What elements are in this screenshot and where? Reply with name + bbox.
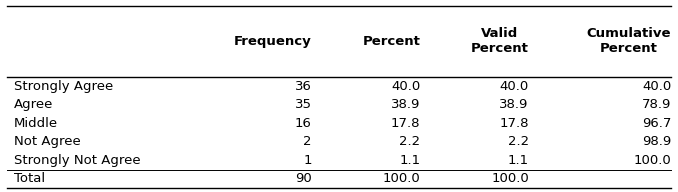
Text: Valid
Percent: Valid Percent: [471, 27, 529, 55]
Text: Strongly Not Agree: Strongly Not Agree: [14, 154, 140, 167]
Text: 17.8: 17.8: [499, 117, 529, 130]
Text: Agree: Agree: [14, 98, 53, 111]
Text: 98.9: 98.9: [642, 135, 671, 148]
Text: 38.9: 38.9: [500, 98, 529, 111]
Text: Strongly Agree: Strongly Agree: [14, 79, 113, 93]
Text: Middle: Middle: [14, 117, 58, 130]
Text: Frequency: Frequency: [234, 35, 312, 48]
Text: Percent: Percent: [363, 35, 420, 48]
Text: 2.2: 2.2: [399, 135, 420, 148]
Text: 100.0: 100.0: [633, 154, 671, 167]
Text: 40.0: 40.0: [642, 79, 671, 93]
Text: 90: 90: [295, 172, 312, 185]
Text: 2.2: 2.2: [508, 135, 529, 148]
Text: Total: Total: [14, 172, 45, 185]
Text: 2: 2: [303, 135, 312, 148]
Text: 100.0: 100.0: [382, 172, 420, 185]
Text: 35: 35: [295, 98, 312, 111]
Text: 1.1: 1.1: [399, 154, 420, 167]
Text: 96.7: 96.7: [642, 117, 671, 130]
Text: 78.9: 78.9: [642, 98, 671, 111]
Text: 36: 36: [295, 79, 312, 93]
Text: 40.0: 40.0: [391, 79, 420, 93]
Text: 38.9: 38.9: [391, 98, 420, 111]
Text: 1: 1: [303, 154, 312, 167]
Text: Not Agree: Not Agree: [14, 135, 80, 148]
Text: Cumulative
Percent: Cumulative Percent: [586, 27, 671, 55]
Text: 17.8: 17.8: [391, 117, 420, 130]
Text: 40.0: 40.0: [500, 79, 529, 93]
Text: 16: 16: [295, 117, 312, 130]
Text: 1.1: 1.1: [508, 154, 529, 167]
Text: 100.0: 100.0: [491, 172, 529, 185]
